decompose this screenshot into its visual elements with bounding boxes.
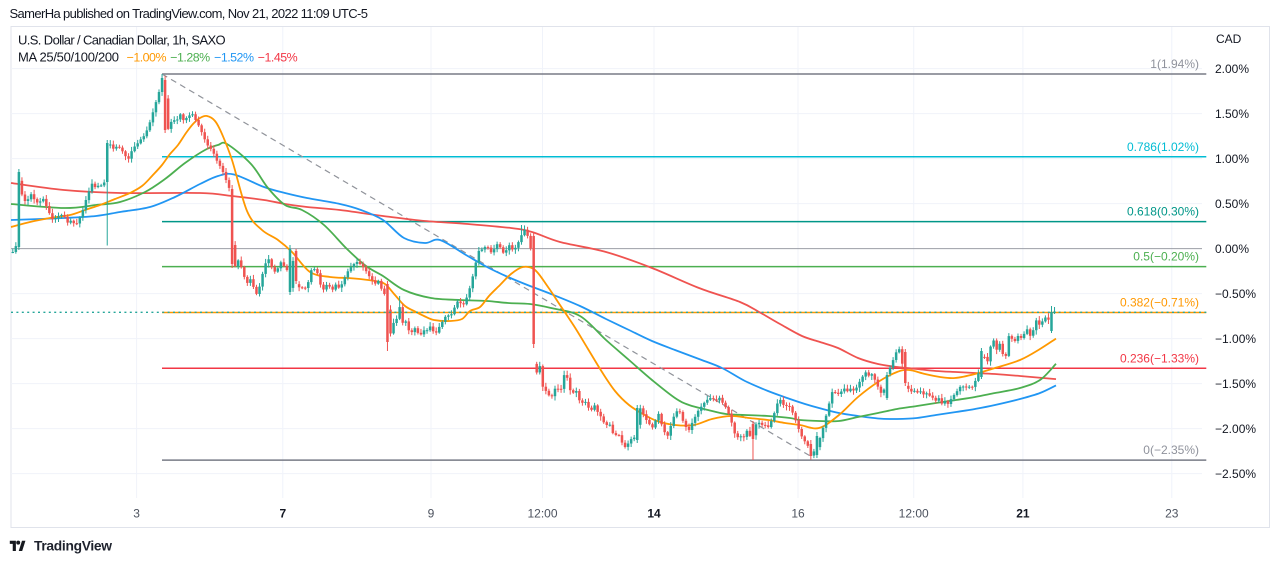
svg-text:0.382(−0.71%): 0.382(−0.71%) xyxy=(1120,296,1199,310)
svg-text:1.50%: 1.50% xyxy=(1215,107,1249,121)
svg-text:0.5(−0.20%): 0.5(−0.20%) xyxy=(1133,250,1199,264)
svg-text:−1.28%: −1.28% xyxy=(170,51,210,65)
svg-text:1(1.94%): 1(1.94%) xyxy=(1150,57,1199,71)
svg-text:−0.50%: −0.50% xyxy=(1215,287,1256,301)
svg-text:U.S. Dollar / Canadian Dollar,: U.S. Dollar / Canadian Dollar, 1h, SAXO xyxy=(18,33,226,48)
svg-text:CAD: CAD xyxy=(1216,32,1242,46)
svg-text:7: 7 xyxy=(279,507,286,521)
svg-text:2.00%: 2.00% xyxy=(1215,62,1249,76)
svg-text:−1.45%: −1.45% xyxy=(258,51,298,65)
svg-text:0.618(0.30%): 0.618(0.30%) xyxy=(1127,205,1199,219)
svg-text:−1.00%: −1.00% xyxy=(127,51,167,65)
svg-text:−2.50%: −2.50% xyxy=(1215,467,1256,481)
svg-text:23: 23 xyxy=(1165,507,1179,521)
svg-text:0(−2.35%): 0(−2.35%) xyxy=(1143,443,1199,457)
svg-text:16: 16 xyxy=(791,507,805,521)
svg-text:12:00: 12:00 xyxy=(527,507,557,521)
svg-text:9: 9 xyxy=(428,507,435,521)
svg-text:−1.00%: −1.00% xyxy=(1215,332,1256,346)
svg-text:14: 14 xyxy=(647,507,661,521)
svg-text:−1.52%: −1.52% xyxy=(214,51,254,65)
svg-text:−2.00%: −2.00% xyxy=(1215,422,1256,436)
svg-text:0.50%: 0.50% xyxy=(1215,197,1249,211)
svg-text:−1.50%: −1.50% xyxy=(1215,377,1256,391)
svg-text:TradingView: TradingView xyxy=(34,539,112,554)
svg-text:1.00%: 1.00% xyxy=(1215,152,1249,166)
svg-text:MA 25/50/100/200: MA 25/50/100/200 xyxy=(18,50,119,65)
svg-text:SamerHa published on TradingVi: SamerHa published on TradingView.com, No… xyxy=(10,6,368,21)
svg-text:0.00%: 0.00% xyxy=(1215,242,1249,256)
svg-text:12:00: 12:00 xyxy=(899,507,929,521)
svg-text:0.786(1.02%): 0.786(1.02%) xyxy=(1127,140,1199,154)
svg-text:3: 3 xyxy=(133,507,140,521)
svg-text:0.236(−1.33%): 0.236(−1.33%) xyxy=(1120,351,1199,365)
svg-text:21: 21 xyxy=(1016,507,1030,521)
